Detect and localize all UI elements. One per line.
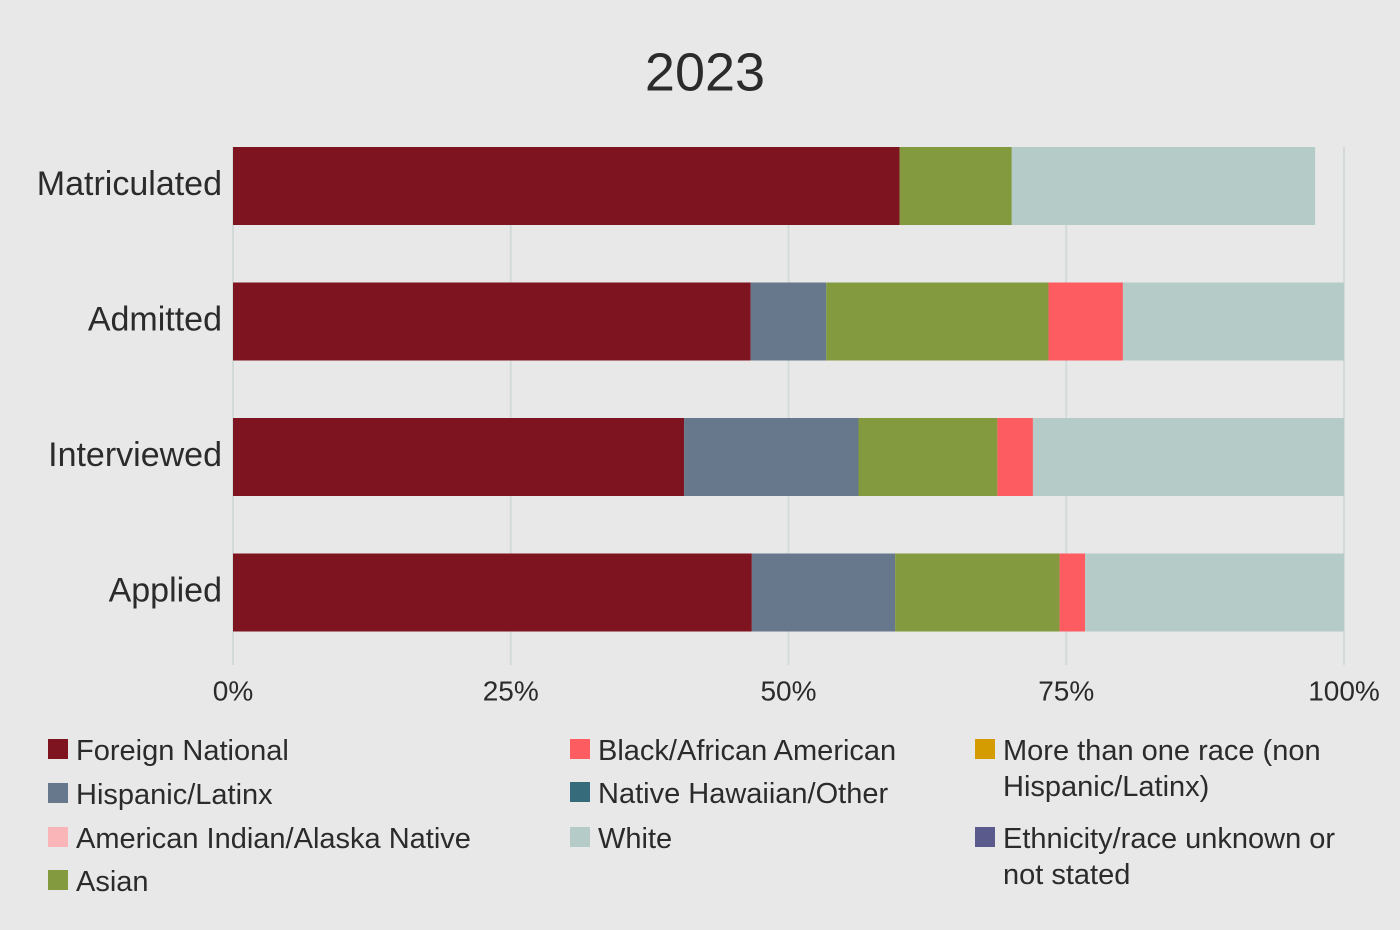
bar-segment: [895, 553, 1060, 632]
y-tick-label: Applied: [109, 571, 222, 609]
x-tick-label: 25%: [483, 675, 539, 706]
legend-swatch: [570, 827, 590, 847]
legend-item: White: [570, 821, 970, 857]
legend-item: American Indian/Alaska Native: [48, 821, 548, 857]
y-tick-label: Admitted: [88, 300, 222, 338]
legend-swatch: [48, 783, 68, 803]
bar-segment: [1122, 282, 1344, 361]
bar-segment: [1085, 553, 1344, 632]
bar-segment: [997, 418, 1033, 496]
x-tick-label: 0%: [213, 675, 253, 706]
legend-item: Foreign National: [48, 733, 548, 769]
legend-item: Ethnicity/race unknown or not stated: [975, 821, 1365, 893]
x-tick-label: 50%: [760, 675, 816, 706]
legend-label: White: [598, 823, 673, 855]
bar-segment: [1048, 282, 1123, 361]
bar-segment: [1011, 147, 1316, 225]
bar-segment: [899, 147, 1012, 225]
bar-segment: [1059, 553, 1086, 632]
legend-label: More than one race (non Hispanic/Latinx): [1003, 735, 1321, 803]
legend-label: Hispanic/Latinx: [76, 779, 273, 811]
bar-segment: [684, 418, 859, 496]
bar-segment: [750, 282, 827, 361]
bar-segment: [751, 553, 896, 632]
legend-swatch: [975, 739, 995, 759]
y-tick-label: Interviewed: [48, 436, 222, 474]
legend-item: Asian: [48, 864, 548, 900]
legend-item: More than one race (non Hispanic/Latinx): [975, 733, 1345, 805]
legend-label: Asian: [76, 866, 149, 898]
legend-item: Native Hawaiian/Other: [570, 776, 970, 812]
chart-title: 2023: [645, 42, 765, 102]
bar-segment: [233, 147, 900, 225]
legend-label: Ethnicity/race unknown or not stated: [1003, 823, 1336, 891]
legend-swatch: [975, 827, 995, 847]
legend-swatch: [48, 739, 68, 759]
x-tick-label: 75%: [1038, 675, 1094, 706]
legend-item: Black/African American: [570, 733, 970, 769]
legend-swatch: [570, 782, 590, 802]
legend-label: Native Hawaiian/Other: [598, 778, 889, 810]
legend-label: American Indian/Alaska Native: [76, 823, 471, 855]
bar-segment: [233, 282, 751, 361]
legend-swatch: [48, 870, 68, 890]
legend-label: Black/African American: [598, 735, 897, 767]
bar-segment: [858, 418, 998, 496]
bar-segment: [1032, 418, 1344, 496]
legend-swatch: [48, 827, 68, 847]
bar-segment: [233, 418, 685, 496]
legend-item: Hispanic/Latinx: [48, 777, 548, 813]
legend-swatch: [570, 739, 590, 759]
bar-segment: [233, 553, 752, 632]
legend-label: Foreign National: [76, 735, 289, 767]
x-tick-label: 100%: [1308, 675, 1380, 706]
y-tick-label: Matriculated: [37, 165, 222, 203]
bar-segment: [826, 282, 1049, 361]
